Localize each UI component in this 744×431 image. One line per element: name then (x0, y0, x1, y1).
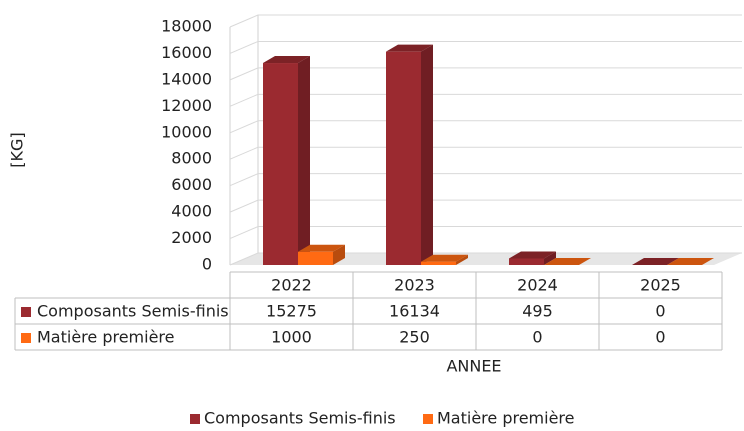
grid-line (229, 199, 742, 213)
x-tick-label: 2023 (394, 276, 435, 295)
bar (386, 51, 421, 265)
y-tick-label: 4000 (171, 202, 212, 221)
table-cell: 1000 (271, 328, 312, 347)
table-cell: 0 (655, 328, 665, 347)
bar-side (421, 44, 433, 265)
y-tick-label: 8000 (171, 149, 212, 168)
bar-top (386, 44, 433, 52)
grid-line (229, 67, 742, 81)
bar-side (456, 254, 468, 265)
y-tick-label: 10000 (161, 122, 212, 141)
bar (298, 251, 333, 265)
bar-top (544, 258, 591, 265)
legend-key (190, 414, 200, 424)
grid-line (229, 120, 742, 134)
y-tick-label: 16000 (161, 43, 212, 62)
bar-top (632, 258, 679, 265)
bar-top (667, 258, 714, 265)
y-tick-label: 2000 (171, 228, 212, 247)
bar-top (421, 254, 468, 262)
table-cell: 15275 (266, 302, 317, 321)
table-cell: 16134 (389, 302, 440, 321)
grid-line (229, 173, 742, 187)
y-tick-label: 6000 (171, 175, 212, 194)
x-tick-label: 2022 (271, 276, 312, 295)
x-tick-label: 2025 (640, 276, 681, 295)
table-cell: 250 (399, 328, 430, 347)
table-row-label: Matière première (37, 328, 175, 347)
bar (263, 63, 298, 266)
y-tick-label: 14000 (161, 69, 212, 88)
legend-label: Matière première (437, 409, 575, 428)
grid-line (229, 252, 742, 266)
floor (230, 253, 742, 265)
x-tick-label: 2024 (517, 276, 558, 295)
table-cell: 0 (532, 328, 542, 347)
y-tick-label: 12000 (161, 96, 212, 115)
table-row-label: Composants Semis-finis (37, 302, 229, 321)
table-cell: 495 (522, 302, 553, 321)
bar-top (298, 244, 345, 252)
grid-line (229, 146, 742, 160)
bar-side (544, 251, 556, 265)
grid-line (229, 14, 742, 28)
bar (509, 258, 544, 265)
y-axis-label: [KG] (8, 132, 27, 167)
y-tick-label: 18000 (161, 17, 212, 36)
bar-side (298, 56, 310, 266)
legend-label: Composants Semis-finis (204, 409, 396, 428)
table-legend-key (21, 333, 31, 343)
grid-line (229, 40, 742, 54)
bar (421, 261, 456, 265)
y-tick-label: 0 (202, 255, 212, 274)
x-axis-label: ANNEE (446, 357, 501, 376)
table-cell: 0 (655, 302, 665, 321)
bar-top (263, 56, 310, 64)
legend-key (423, 414, 433, 424)
bar-side (333, 244, 345, 265)
table-legend-key (21, 307, 31, 317)
grid-line (229, 226, 742, 240)
bar-top (509, 251, 556, 259)
grid-line (229, 93, 742, 107)
